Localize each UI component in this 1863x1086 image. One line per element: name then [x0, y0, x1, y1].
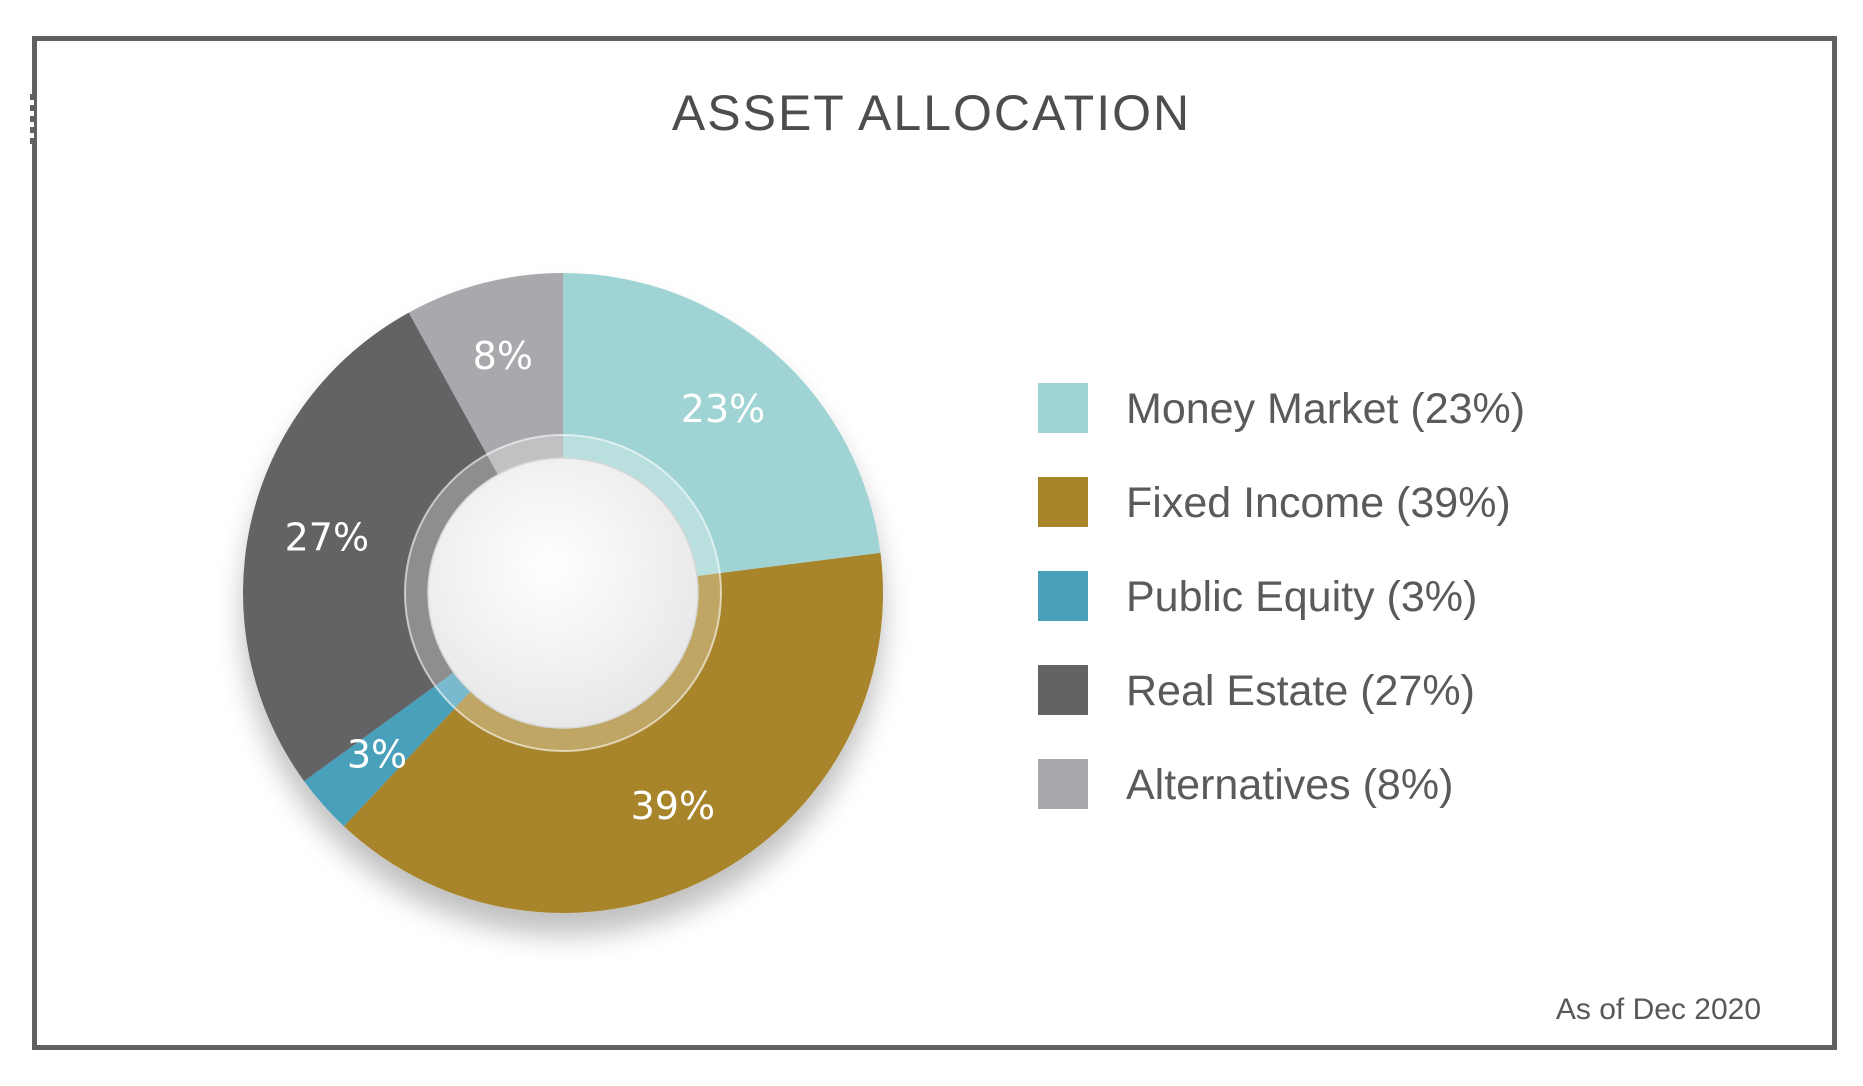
legend-label-alternatives: Alternatives (8%)	[1126, 761, 1454, 809]
slice-label-money-market: 23%	[681, 387, 765, 431]
legend-swatch-public-equity	[1038, 571, 1088, 621]
as-of-date: As of Dec 2020	[1555, 993, 1761, 1026]
chart-frame	[32, 36, 1837, 1050]
slice-label-real-estate: 27%	[285, 516, 369, 560]
slice-label-fixed-income: 39%	[631, 784, 715, 828]
legend-swatch-money-market	[1038, 383, 1088, 433]
slice-real-estate	[243, 312, 563, 782]
edge-tick-marks	[30, 94, 34, 144]
legend-label-money-market: Money Market (23%)	[1126, 385, 1526, 433]
slice-fixed-income	[343, 552, 883, 914]
slice-label-alternatives: 8%	[473, 334, 533, 378]
legend-label-real-estate: Real Estate (27%)	[1126, 667, 1475, 715]
donut-hole	[427, 457, 699, 729]
legend-swatch-real-estate	[1038, 665, 1088, 715]
legend-swatch-fixed-income	[1038, 477, 1088, 527]
slice-label-public-equity: 3%	[347, 733, 407, 777]
legend-swatch-alternatives	[1038, 759, 1088, 809]
legend-label-public-equity: Public Equity (3%)	[1126, 573, 1478, 621]
legend-label-fixed-income: Fixed Income (39%)	[1126, 479, 1511, 527]
chart-title: ASSET ALLOCATION	[671, 85, 1192, 141]
